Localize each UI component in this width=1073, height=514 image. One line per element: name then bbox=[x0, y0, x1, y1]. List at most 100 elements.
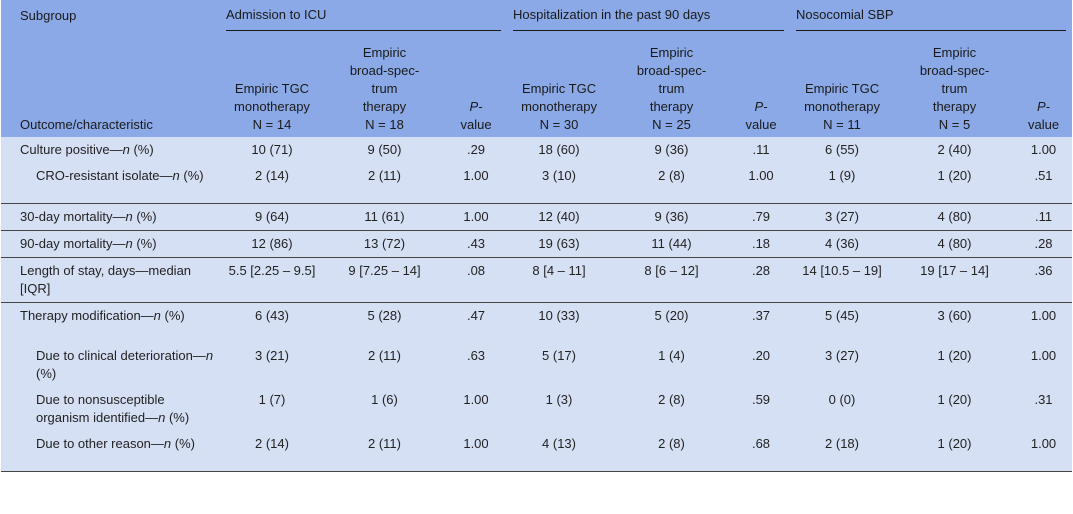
cell-value: 2 (8) bbox=[611, 387, 733, 431]
cell-value: 1.00 bbox=[445, 387, 508, 431]
cell-value: .36 bbox=[1015, 257, 1073, 303]
col-header: Empiric broad-spec-trum therapy N = 18 bbox=[324, 31, 445, 137]
cell-value: .11 bbox=[1015, 203, 1073, 231]
group-header-nosocomial: Nosocomial SBP bbox=[790, 0, 1073, 31]
cell-value: 12 (40) bbox=[507, 203, 612, 231]
col-header: Empiric TGC monotherapy N = 14 bbox=[220, 31, 324, 137]
table-row: Due to other reason—n (%) 2 (14) 2 (11) 1.0… bbox=[1, 431, 1073, 472]
cell-value: 1 (20) bbox=[894, 431, 1016, 472]
results-table: Subgroup Admission to ICU Hospitalizatio… bbox=[1, 0, 1073, 472]
cell-value: 3 (27) bbox=[790, 343, 895, 387]
cell-value: 3 (10) bbox=[507, 163, 612, 204]
table-row: Culture positive—n (%) 10 (71) 9 (50) .29 18… bbox=[1, 137, 1073, 163]
cell-value: 1.00 bbox=[732, 163, 791, 204]
table-row: Due to clinical deterioration—n (%) 3 (21… bbox=[1, 343, 1073, 387]
cell-value: .08 bbox=[445, 257, 508, 303]
cell-value: 1.00 bbox=[445, 203, 508, 231]
cell-value: 5 (17) bbox=[507, 343, 612, 387]
cell-value: .20 bbox=[732, 343, 791, 387]
cell-value: 1.00 bbox=[445, 163, 508, 204]
cell-value: 1 (6) bbox=[324, 387, 445, 431]
cell-value: 4 (80) bbox=[894, 203, 1016, 231]
cell-value: .79 bbox=[732, 203, 791, 231]
row-label: Due to clinical deterioration—n (%) bbox=[1, 343, 220, 387]
subgroup-header: Subgroup bbox=[1, 0, 220, 31]
col-header: P-value bbox=[732, 31, 791, 137]
col-header: P-value bbox=[1015, 31, 1073, 137]
row-label: CRO-resistant isolate—n (%) bbox=[1, 163, 220, 204]
cell-value: 14 [10.5 – 19] bbox=[790, 257, 895, 303]
row-label: 90-day mortality—n (%) bbox=[1, 230, 220, 258]
table-row: CRO-resistant isolate—n (%) 2 (14) 2 (11) 1… bbox=[1, 163, 1073, 204]
cell-value: 9 (50) bbox=[324, 137, 445, 163]
table-row: 90-day mortality—n (%) 12 (86) 13 (72) .43 1… bbox=[1, 230, 1073, 258]
cell-value: 1.00 bbox=[1015, 343, 1073, 387]
cell-value: .47 bbox=[445, 302, 508, 343]
cell-value: 2 (14) bbox=[220, 163, 324, 204]
cell-value: 1.00 bbox=[1015, 431, 1073, 472]
col-header: Empiric TGC monotherapy N = 30 bbox=[507, 31, 612, 137]
col-header: Empiric broad-spec-trum therapy N = 5 bbox=[894, 31, 1016, 137]
cell-value: 4 (13) bbox=[507, 431, 612, 472]
col-header: Empiric broad-spec-trum therapy N = 25 bbox=[611, 31, 733, 137]
group-header-icu: Admission to ICU bbox=[220, 0, 508, 31]
cell-value: 1 (20) bbox=[894, 387, 1016, 431]
cell-value: 19 [17 – 14] bbox=[894, 257, 1016, 303]
cell-value: 6 (43) bbox=[220, 302, 324, 343]
cell-value: 18 (60) bbox=[507, 137, 612, 163]
cell-value: 1 (7) bbox=[220, 387, 324, 431]
table-row: Due to nonsusceptible organism identifie… bbox=[1, 387, 1073, 431]
cell-value: .68 bbox=[732, 431, 791, 472]
cell-value: .43 bbox=[445, 230, 508, 258]
cell-value: .18 bbox=[732, 230, 791, 258]
cell-value: 1 (4) bbox=[611, 343, 733, 387]
row-label: Culture positive—n (%) bbox=[1, 137, 220, 163]
cell-value: 1 (3) bbox=[507, 387, 612, 431]
row-label: Due to nonsusceptible organism identifie… bbox=[1, 387, 220, 431]
cell-value: 8 [6 – 12] bbox=[611, 257, 733, 303]
col-header: P-value bbox=[445, 31, 508, 137]
cell-value: 2 (11) bbox=[324, 343, 445, 387]
cell-value: 10 (33) bbox=[507, 302, 612, 343]
cell-value: 5 (28) bbox=[324, 302, 445, 343]
cell-value: .51 bbox=[1015, 163, 1073, 204]
cell-value: 12 (86) bbox=[220, 230, 324, 258]
cell-value: 1 (9) bbox=[790, 163, 895, 204]
cell-value: 19 (63) bbox=[507, 230, 612, 258]
cell-value: 5.5 [2.25 – 9.5] bbox=[220, 257, 324, 303]
cell-value: 5 (20) bbox=[611, 302, 733, 343]
cell-value: 1.00 bbox=[1015, 302, 1073, 343]
cell-value: 5 (45) bbox=[790, 302, 895, 343]
cell-value: 8 [4 – 11] bbox=[507, 257, 612, 303]
cell-value: 13 (72) bbox=[324, 230, 445, 258]
cell-value: .37 bbox=[732, 302, 791, 343]
row-label: 30-day mortality—n (%) bbox=[1, 203, 220, 231]
cell-value: .28 bbox=[732, 257, 791, 303]
cell-value: 1.00 bbox=[1015, 137, 1073, 163]
cell-value: 11 (44) bbox=[611, 230, 733, 258]
table-row: Length of stay, days—median [IQR] 5.5 [2.… bbox=[1, 257, 1073, 303]
cell-value: .63 bbox=[445, 343, 508, 387]
cell-value: 3 (21) bbox=[220, 343, 324, 387]
cell-value: 11 (61) bbox=[324, 203, 445, 231]
cell-value: 2 (11) bbox=[324, 431, 445, 472]
cell-value: 2 (18) bbox=[790, 431, 895, 472]
cell-value: 2 (14) bbox=[220, 431, 324, 472]
cell-value: 2 (40) bbox=[894, 137, 1016, 163]
group-header-hospitalization: Hospitalization in the past 90 days bbox=[507, 0, 791, 31]
cell-value: 1.00 bbox=[445, 431, 508, 472]
cell-value: 10 (71) bbox=[220, 137, 324, 163]
cell-value: .28 bbox=[1015, 230, 1073, 258]
row-label: Length of stay, days—median [IQR] bbox=[1, 257, 220, 303]
cell-value: 2 (8) bbox=[611, 163, 733, 204]
cell-value: 9 (36) bbox=[611, 137, 733, 163]
col-header: Empiric TGC monotherapy N = 11 bbox=[790, 31, 895, 137]
cell-value: 1 (20) bbox=[894, 163, 1016, 204]
cell-value: 9 (64) bbox=[220, 203, 324, 231]
row-label: Therapy modification—n (%) bbox=[1, 302, 220, 343]
cell-value: 6 (55) bbox=[790, 137, 895, 163]
row-label: Due to other reason—n (%) bbox=[1, 431, 220, 472]
table-row: 30-day mortality—n (%) 9 (64) 11 (61) 1.00 1… bbox=[1, 203, 1073, 231]
cell-value: 2 (8) bbox=[611, 431, 733, 472]
cell-value: 0 (0) bbox=[790, 387, 895, 431]
